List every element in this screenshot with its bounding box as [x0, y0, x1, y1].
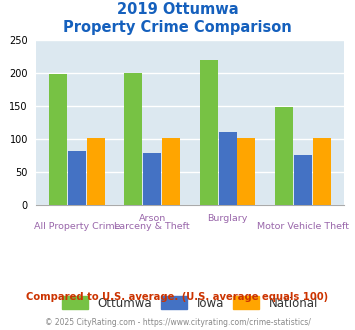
Text: Compared to U.S. average. (U.S. average equals 100): Compared to U.S. average. (U.S. average … — [26, 292, 329, 302]
Bar — [49, 74, 67, 205]
Text: Motor Vehicle Theft: Motor Vehicle Theft — [257, 222, 349, 231]
Text: Arson: Arson — [139, 214, 166, 223]
Bar — [237, 138, 256, 205]
Text: Larceny & Theft: Larceny & Theft — [114, 222, 190, 231]
Text: Burglary: Burglary — [207, 214, 248, 223]
Bar — [68, 151, 86, 205]
Text: All Property Crime: All Property Crime — [34, 222, 120, 231]
Bar — [124, 73, 142, 205]
Bar — [275, 107, 293, 205]
Bar — [143, 153, 161, 205]
Text: © 2025 CityRating.com - https://www.cityrating.com/crime-statistics/: © 2025 CityRating.com - https://www.city… — [45, 318, 310, 327]
Bar — [200, 60, 218, 205]
Text: 2019 Ottumwa: 2019 Ottumwa — [117, 2, 238, 16]
Bar — [162, 138, 180, 205]
Text: Property Crime Comparison: Property Crime Comparison — [63, 20, 292, 35]
Bar — [294, 155, 312, 205]
Bar — [87, 138, 105, 205]
Bar — [313, 138, 331, 205]
Legend: Ottumwa, Iowa, National: Ottumwa, Iowa, National — [62, 296, 318, 310]
Bar — [219, 132, 237, 205]
